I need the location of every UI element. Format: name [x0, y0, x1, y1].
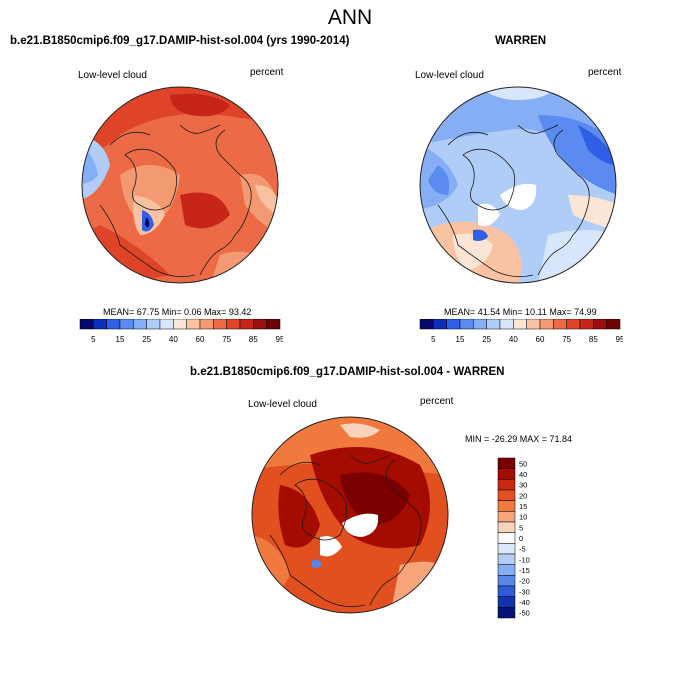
panel-3-colorbar-tick-label: 0 [519, 534, 523, 543]
panel-2-colorbar-swatch [513, 319, 527, 330]
panel-1-colorbar-swatch [133, 319, 147, 330]
panel-2-colorbar-swatch [553, 319, 567, 330]
panel-3-colorbar-swatch [497, 511, 516, 523]
panel-3-colorbar-swatch [497, 543, 516, 555]
panel-2-colorbar-swatch [606, 319, 621, 330]
panel-3-colorbar-swatch [497, 553, 516, 565]
panel-2-case-title: WARREN [495, 35, 547, 47]
panel-2-colorbar-swatch [419, 319, 434, 330]
panel-3-variable-label: Low-level cloud [248, 399, 317, 410]
panel-3-colorbar-tick-label: -15 [519, 566, 530, 575]
panel-3-colorbar-swatch [497, 607, 516, 619]
panel-3-colorbar-tick-label: -20 [519, 577, 530, 586]
panel-1-colorbar-tick-label: 25 [142, 335, 151, 344]
panel-2-colorbar-tick-label: 25 [482, 335, 491, 344]
panel-2-variable-label: Low-level cloud [415, 70, 484, 81]
panel-3-colorbar-swatch [497, 521, 516, 533]
panel-2-colorbar-swatch [579, 319, 594, 330]
panel-1-stats: MEAN= 67.75 Min= 0.06 Max= 93.42 [103, 307, 252, 317]
panel-2-colorbar-swatch [539, 319, 554, 330]
panel-1-colorbar-swatch [159, 319, 174, 330]
panel-3-case-title: b.e21.B1850cmip6.f09_g17.DAMIP-hist-sol.… [190, 366, 505, 378]
panel-3-colorbar-tick-label: 15 [519, 502, 527, 511]
panel-3-colorbar-tick-label: 30 [519, 481, 527, 490]
panel-2-colorbar: 5 15 25 40 60 75 85 95 [419, 319, 623, 344]
panel-3-colorbar-swatch [497, 468, 516, 480]
panel-1-colorbar-tick-label: 40 [169, 335, 178, 344]
panel-3-colorbar-tick-label: -50 [519, 609, 530, 618]
panel-2-colorbar-swatch [526, 319, 541, 330]
panel-1-colorbar-tick-label: 15 [116, 335, 125, 344]
panel-2-colorbar-tick-label: 75 [562, 335, 571, 344]
panel-3-colorbar-tick-label: 10 [519, 513, 527, 522]
panel-1-colorbar-tick-label: 75 [222, 335, 231, 344]
panel-2-units-label: percent [588, 67, 622, 78]
panel-2-colorbar-swatch [593, 319, 607, 330]
panel-1-variable-label: Low-level cloud [78, 70, 147, 81]
panel-2-colorbar-swatch [566, 319, 581, 330]
panel-1-colorbar-swatch [186, 319, 201, 330]
panel-3-colorbar-tick-label: -30 [519, 587, 530, 596]
panel-1-colorbar-swatch [199, 319, 214, 330]
panel-2-colorbar-swatch [486, 319, 501, 330]
panel-1-colorbar-swatch [213, 319, 227, 330]
panel-3-colorbar-tick-label: -5 [519, 545, 526, 554]
panel-1-colorbar-tick-label: 60 [196, 335, 205, 344]
panel-2-polar-map [419, 86, 617, 284]
panel-3-stats: MIN = -26.29 MAX = 71.84 [465, 434, 573, 444]
panel-1-colorbar-swatch [239, 319, 254, 330]
panel-3-colorbar-tick-label: -10 [519, 555, 530, 564]
panel-3-colorbar-swatch [497, 500, 516, 512]
panel-1-colorbar-swatch [266, 319, 281, 330]
panel-1-colorbar-swatch [119, 319, 134, 330]
panel-3-colorbar-swatch [497, 479, 516, 491]
panel-2-colorbar-swatch [459, 319, 474, 330]
panel-3-colorbar-swatch [497, 596, 516, 608]
panel-1-colorbar-tick-label: 95 [276, 335, 283, 344]
panel-1-units-label: percent [250, 67, 284, 78]
panel-3-colorbar-swatch [497, 532, 516, 544]
panel-2-colorbar-swatch [499, 319, 514, 330]
panel-3-colorbar-tick-label: 5 [519, 523, 523, 532]
figure-title: ANN [327, 6, 373, 29]
panel-3-colorbar-tick-label: 40 [519, 470, 527, 479]
panel-1-colorbar-swatch [93, 319, 107, 330]
panel-1-colorbar-swatch [146, 319, 161, 330]
panel-1-colorbar-tick-label: 85 [249, 335, 258, 344]
panel-1-colorbar: 5 15 25 40 60 75 85 95 [79, 319, 283, 344]
panel-1-polar-map [81, 86, 279, 284]
panel-3-polar-map [251, 416, 449, 614]
panel-1-colorbar-swatch [226, 319, 241, 330]
panel-3-colorbar-swatch [497, 585, 516, 597]
panel-2-colorbar-tick-label: 5 [431, 335, 436, 344]
panel-1-colorbar-swatch [253, 319, 267, 330]
panel-3-colorbar-tick-label: 50 [519, 459, 527, 468]
panel-2-colorbar-swatch [446, 319, 461, 330]
panel-2-stats: MEAN= 41.54 Min= 10.11 Max= 74.99 [444, 307, 597, 317]
panel-3-units-label: percent [420, 396, 454, 407]
panel-1-colorbar-swatch [106, 319, 121, 330]
panel-3-colorbar-tick-label: 20 [519, 491, 527, 500]
panel-2-colorbar-tick-label: 40 [509, 335, 518, 344]
panel-1-colorbar-swatch [79, 319, 94, 330]
panel-3-colorbar-swatch [497, 489, 516, 501]
panel-1-case-title: b.e21.B1850cmip6.f09_g17.DAMIP-hist-sol.… [10, 35, 350, 47]
panel-3-colorbar-swatch [497, 457, 516, 469]
panel-2-colorbar-tick-label: 15 [456, 335, 465, 344]
panel-2-colorbar-swatch [433, 319, 447, 330]
panel-1-colorbar-swatch [173, 319, 187, 330]
panel-3-colorbar-swatch [497, 564, 516, 576]
panel-2-colorbar-swatch [473, 319, 487, 330]
panel-2-colorbar-tick-label: 60 [536, 335, 545, 344]
panel-2-colorbar-tick-label: 85 [589, 335, 598, 344]
panel-3-colorbar-swatch [497, 575, 516, 587]
panel-3-colorbar-tick-label: -40 [519, 598, 530, 607]
panel-1-colorbar-tick-label: 5 [91, 335, 96, 344]
panel-2-colorbar-tick-label: 95 [616, 335, 623, 344]
